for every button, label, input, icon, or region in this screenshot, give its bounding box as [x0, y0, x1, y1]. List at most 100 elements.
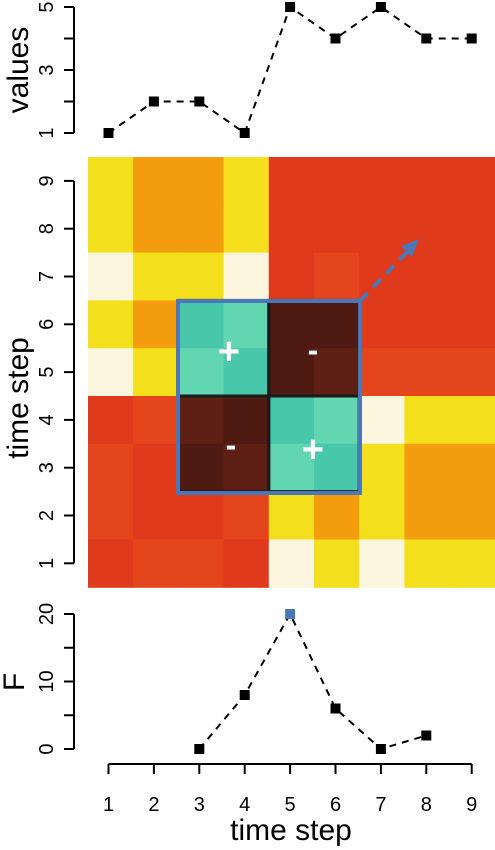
- heatmap-cell: [314, 300, 360, 349]
- heatmap-y-axis: 1 2 3 4 5 6 7 8 9: [36, 175, 75, 569]
- x-tick-label: 4: [239, 794, 250, 816]
- heatmap-cell: [404, 539, 451, 588]
- heatmap-cell: [314, 491, 360, 540]
- highlight-arrow-shaft: [358, 249, 410, 303]
- f-y-tick-label: 10: [36, 670, 58, 692]
- f-y-axis: 0 10 20: [36, 603, 75, 755]
- heatmap-y-tick-label: 2: [36, 510, 58, 521]
- values-y-tick-label: 1: [36, 127, 58, 138]
- heatmap-cell: [449, 157, 495, 206]
- heatmap-cell: [404, 443, 451, 493]
- annotation-plus-lower: +: [302, 429, 324, 471]
- heatmap-cell: [223, 491, 270, 540]
- heatmap-cell: [359, 348, 405, 397]
- annotation-minus-upper: -: [308, 332, 319, 368]
- heatmap-cell: [449, 396, 495, 445]
- values-point: [148, 96, 159, 107]
- heatmap-cell: [359, 539, 405, 588]
- x-tick-label: 9: [466, 794, 477, 816]
- heatmap-annotations: + - - +: [218, 331, 324, 471]
- heatmap-cell: [449, 252, 495, 301]
- values-point: [239, 128, 250, 138]
- heatmap-cell: [268, 348, 315, 397]
- heatmap-cell: [88, 157, 134, 206]
- heatmap-cell: [223, 396, 270, 445]
- heatmap-cell: [404, 157, 451, 206]
- heatmap-cell: [359, 443, 405, 493]
- values-line-panel: 1 3 5 values: [2, 1, 477, 139]
- annotation-minus-lower: -: [226, 427, 237, 463]
- f-y-tick-label: 0: [36, 743, 58, 754]
- heatmap-cell: [359, 204, 405, 254]
- f-y-tick-label: 20: [36, 603, 58, 625]
- x-tick-label: 2: [148, 794, 159, 816]
- heatmap-cell: [223, 348, 270, 397]
- highlight-overlay: [176, 239, 419, 495]
- heatmap-cell: [178, 348, 225, 397]
- x-tick-label: 8: [421, 794, 432, 816]
- f-point: [239, 690, 250, 700]
- heatmap-cell: [404, 396, 451, 445]
- heatmap-cell: [449, 348, 495, 397]
- heatmap-cell: [88, 491, 134, 540]
- heatmap-cell: [223, 252, 270, 301]
- x-tick-label: 1: [103, 794, 114, 816]
- heatmap-cell: [133, 300, 179, 349]
- f-line-panel: 0 10 20 1 2 3 4 5 6 7 8 9 F time step: [0, 603, 477, 847]
- heatmap-cell: [359, 300, 405, 349]
- heatmap-cell: [268, 252, 315, 301]
- heatmap-panel: + - - + 1 2 3 4 5 6 7 8 9 time step: [2, 157, 495, 588]
- heatmap-cell: [88, 396, 134, 445]
- heatmap-cell: [223, 443, 270, 493]
- heatmap-cell: [268, 539, 315, 588]
- values-point: [285, 2, 296, 12]
- f-point: [421, 730, 432, 741]
- values-point: [194, 96, 205, 107]
- annotation-plus-upper: +: [218, 331, 240, 373]
- f-point: [375, 744, 386, 754]
- heatmap-cell: [133, 396, 179, 445]
- heatmap-cell: [133, 157, 179, 206]
- heatmap-cell: [178, 204, 225, 254]
- f-series: [194, 609, 432, 754]
- heatmap-cell: [133, 348, 179, 397]
- heatmap-cell: [223, 300, 270, 349]
- highlight-arrow-head: [401, 239, 419, 257]
- values-point: [466, 33, 477, 44]
- heatmap-cell: [314, 252, 360, 301]
- time-step-x-axis: 1 2 3 4 5 6 7 8 9: [103, 763, 477, 816]
- heatmap-cell: [404, 491, 451, 540]
- heatmap-cell: [314, 539, 360, 588]
- heatmap-cell: [178, 300, 225, 349]
- heatmap-cell: [223, 204, 270, 254]
- heatmap-cell: [178, 252, 225, 301]
- heatmap-cell: [449, 539, 495, 588]
- values-point: [330, 33, 341, 44]
- heatmap-cell: [449, 491, 495, 540]
- heatmap-cell: [133, 252, 179, 301]
- heatmap-cell: [449, 300, 495, 349]
- heatmap-cell: [314, 348, 360, 397]
- heatmap-cell: [359, 396, 405, 445]
- heatmap-y-tick-label: 1: [36, 558, 58, 569]
- values-axis-title: values: [2, 27, 35, 114]
- heatmap-cell: [178, 539, 225, 588]
- heatmap-y-tick-label: 5: [36, 367, 58, 378]
- heatmap-cell: [404, 300, 451, 349]
- heatmap-cell: [268, 204, 315, 254]
- heatmap-cell: [314, 443, 360, 493]
- heatmap-cell: [178, 491, 225, 540]
- heatmap-cell: [133, 539, 179, 588]
- heatmap-cell: [88, 443, 134, 493]
- heatmap-cells: [88, 157, 495, 588]
- heatmap-cell: [404, 252, 451, 301]
- heatmap-cell: [88, 300, 134, 349]
- heatmap-cell: [223, 157, 270, 206]
- highlight-box: [176, 299, 362, 495]
- x-tick-label: 6: [330, 794, 341, 816]
- heatmap-cell: [449, 443, 495, 493]
- heatmap-cell: [133, 443, 179, 493]
- values-line: [107, 5, 472, 135]
- heatmap-cell: [314, 204, 360, 254]
